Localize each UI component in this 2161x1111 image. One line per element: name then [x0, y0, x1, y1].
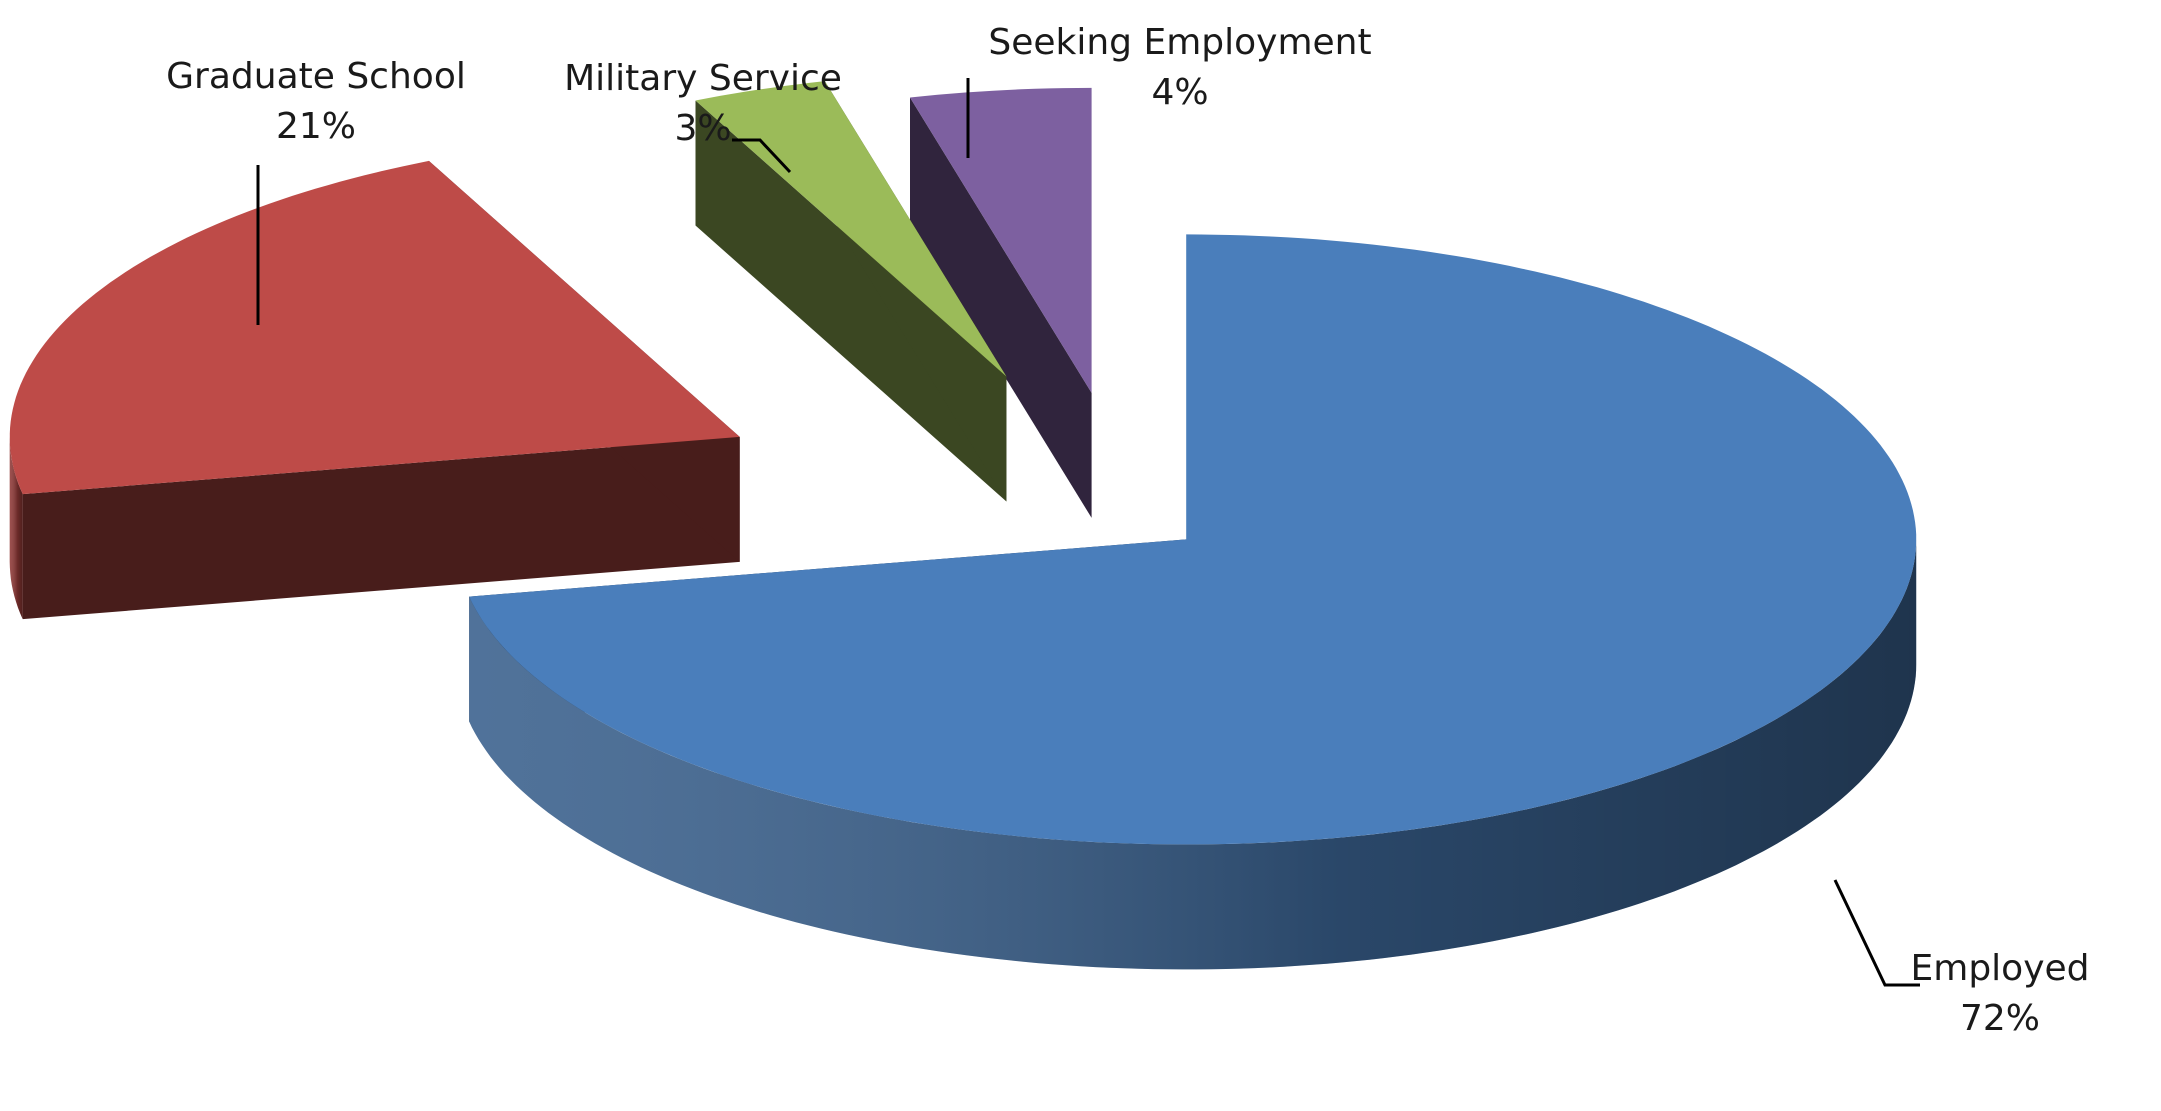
slice-wall-shade — [9, 436, 23, 620]
leader-line — [732, 138, 792, 174]
value-label: 72% — [1960, 998, 2040, 1039]
slice-side — [695, 100, 1007, 502]
value-label: 3% — [674, 108, 731, 149]
pie-slice — [910, 87, 1092, 393]
pie-slice — [469, 234, 1917, 845]
value-label: 21% — [276, 106, 356, 147]
slice-side — [22, 436, 740, 620]
pie-slice — [9, 160, 740, 495]
slice-side — [910, 97, 1092, 518]
labels: Employed 72% Graduate School 21% Military Se… — [166, 22, 2089, 1039]
slice-wall-shade — [469, 539, 1917, 970]
category-label: Military Service — [564, 58, 842, 99]
value-label: 4% — [1151, 72, 1208, 113]
leader-line — [1833, 879, 1920, 987]
category-label: Seeking Employment — [988, 22, 1371, 63]
category-label: Employed — [1911, 948, 2090, 989]
category-label: Graduate School — [166, 56, 466, 97]
pie-slices — [9, 81, 1917, 970]
